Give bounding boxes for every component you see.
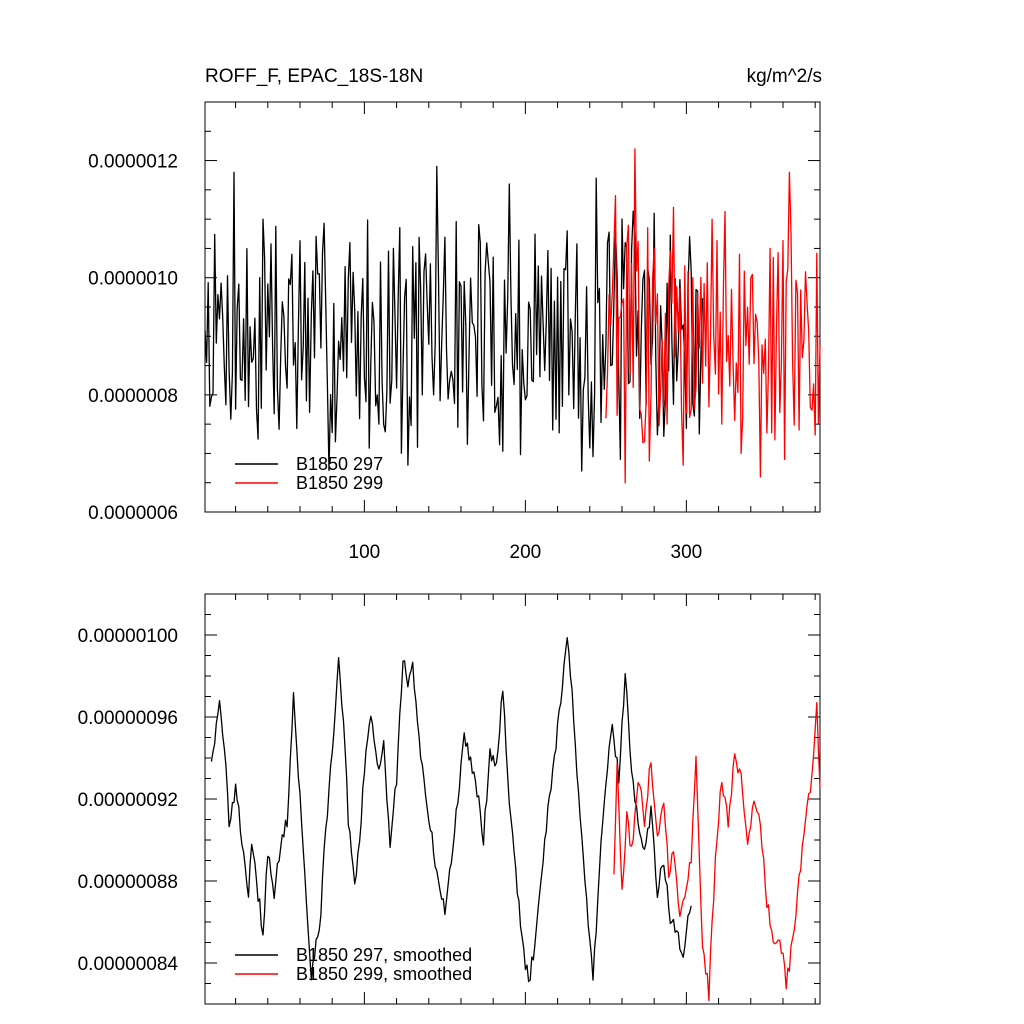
series-line-b1850-299: [605, 148, 821, 484]
bottom-y-tick-labels: 0.00000084 0.00000088 0.00000092 0.00000096…: [78, 626, 179, 975]
x-tick-label: 300: [671, 542, 703, 563]
y-tick-label: 0.00000092: [78, 790, 178, 811]
legend-label: B1850 299: [296, 473, 383, 493]
y-tick-label: 0.00000100: [78, 626, 178, 647]
series-line-b1850-297: [210, 637, 692, 983]
top-series: [204, 148, 821, 484]
top-title-left: ROFF_F, EPAC_18S-18N: [205, 66, 423, 87]
bottom-ticks: [205, 593, 820, 1005]
legend-label: B1850 299, smoothed: [296, 964, 472, 984]
bottom-panel: 0.00000084 0.00000088 0.00000092 0.00000096…: [78, 593, 821, 1005]
top-y-tick-labels: 0.0000006 0.0000008 0.0000010 0.0000012: [88, 152, 178, 524]
x-tick-label: 100: [349, 542, 381, 563]
top-title-right: kg/m^2/s: [747, 66, 822, 87]
top-x-tick-labels: 100 200 300: [349, 542, 703, 563]
y-tick-label: 0.00000096: [78, 708, 178, 729]
series-line-b1850-297: [204, 165, 704, 472]
top-plot-frame: [204, 101, 821, 513]
legend-label: B1850 297, smoothed: [296, 945, 472, 965]
y-tick-label: 0.00000084: [78, 954, 179, 975]
top-panel: ROFF_F, EPAC_18S-18N kg/m^2/s 0.00000060…: [88, 66, 822, 563]
y-tick-label: 0.0000006: [88, 503, 178, 524]
bottom-plot-frame: [204, 593, 821, 1005]
series-line-b1850-299: [613, 702, 821, 1001]
y-tick-label: 0.0000008: [88, 386, 178, 407]
y-tick-label: 0.00000088: [78, 872, 178, 893]
y-tick-label: 0.0000010: [88, 269, 178, 290]
top-ticks: [205, 101, 820, 513]
legend-label: B1850 297: [296, 454, 383, 474]
x-tick-label: 200: [510, 542, 542, 563]
bottom-series: [210, 637, 821, 1001]
y-tick-label: 0.0000012: [88, 152, 178, 173]
